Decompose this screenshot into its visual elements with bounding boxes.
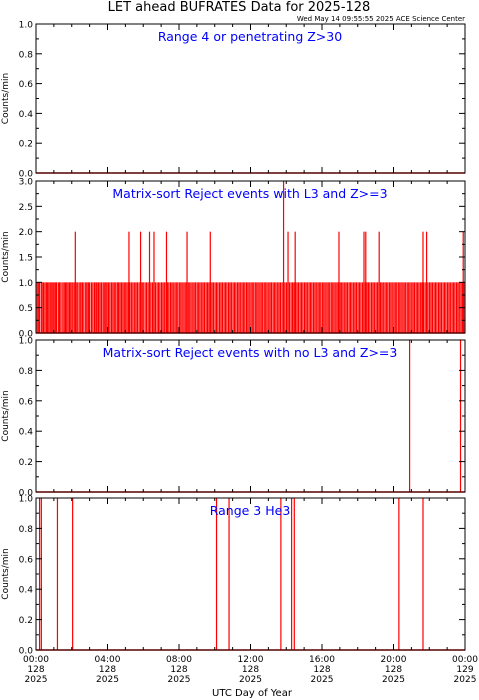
panel-4-title: Range 3 He3 [210,503,291,518]
y-tick-label: 0.8 [19,525,34,535]
y-tick-label: 2.5 [19,203,33,213]
y-axis-label: Counts/min [1,390,11,441]
y-tick-label: 1.0 [19,21,34,31]
x-tick-label-year: 2025 [311,675,334,685]
x-tick-label-year: 2025 [168,675,191,685]
chart-title: LET ahead BUFRATES Data for 2025-128 [108,0,371,15]
x-tick-label-doy: 129 [456,665,473,675]
y-tick-label: 0.4 [19,428,34,438]
panel-2-title: Matrix-sort Reject events with L3 and Z>… [112,186,387,201]
panel-3-title: Matrix-sort Reject events with no L3 and… [103,345,398,360]
y-tick-label: 0.2 [19,616,33,626]
x-tick-label-year: 2025 [96,675,119,685]
x-tick-label-time: 00:00 [23,655,49,665]
y-axis-label: Counts/min [1,548,11,599]
y-tick-label: 0.4 [19,586,34,596]
panel-1-title: Range 4 or penetrating Z>30 [158,29,342,44]
y-tick-label: 0.6 [19,397,34,407]
x-tick-label-year: 2025 [454,675,477,685]
x-tick-label-time: 00:00 [452,655,478,665]
y-tick-label: 2.0 [19,228,34,238]
y-tick-label: 1.5 [19,254,33,264]
x-tick-label-doy: 128 [242,665,259,675]
y-tick-label: 0.0 [19,170,34,180]
y-tick-label: 0.8 [19,50,34,60]
y-tick-label: 3.0 [19,178,34,188]
x-tick-label-time: 04:00 [95,655,121,665]
x-tick-label-doy: 128 [170,665,187,675]
x-tick-label-time: 16:00 [309,655,335,665]
x-axis-label: UTC Day of Year [212,688,293,699]
y-axis-label: Counts/min [1,231,11,282]
y-tick-label: 1.0 [19,337,34,347]
y-tick-label: 0.2 [19,458,33,468]
y-tick-label: 0.6 [19,80,34,90]
y-tick-label: 0.0 [19,489,34,499]
y-tick-label: 1.0 [19,495,34,505]
x-tick-label-doy: 128 [27,665,44,675]
timestamp-label: Wed May 14 09:55:55 2025 ACE Science Cen… [297,15,465,23]
x-tick-label-year: 2025 [239,675,262,685]
y-tick-label: 0.0 [19,647,34,657]
y-tick-label: 0.4 [19,110,34,120]
y-axis-label: Counts/min [1,73,11,124]
x-tick-label-doy: 128 [99,665,116,675]
x-tick-label-time: 08:00 [166,655,192,665]
x-tick-label-doy: 128 [385,665,402,675]
x-tick-label-time: 12:00 [238,655,264,665]
x-tick-label-doy: 128 [313,665,330,675]
y-tick-label: 0.0 [19,330,34,340]
x-tick-label-time: 20:00 [381,655,407,665]
y-tick-label: 0.8 [19,367,34,377]
y-tick-label: 0.2 [19,140,33,150]
y-tick-label: 0.5 [19,304,33,314]
x-tick-label-year: 2025 [382,675,405,685]
y-tick-label: 1.0 [19,279,34,289]
x-tick-label-year: 2025 [25,675,48,685]
y-tick-label: 0.6 [19,555,34,565]
